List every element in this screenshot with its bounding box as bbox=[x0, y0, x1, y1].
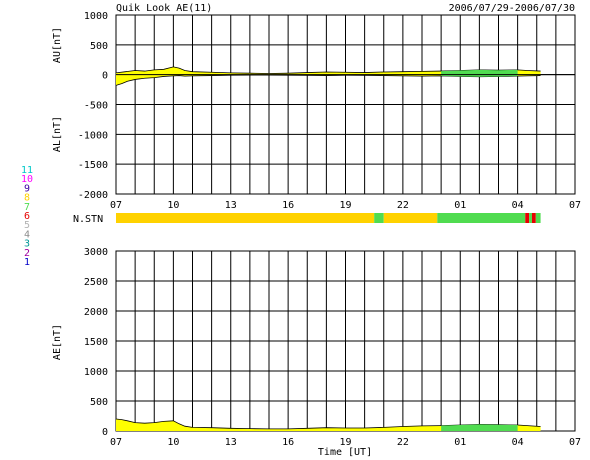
station-count-segment bbox=[535, 213, 541, 223]
au-al-x-tick-label: 19 bbox=[339, 200, 351, 211]
au-al-x-tick-label: 13 bbox=[225, 200, 237, 211]
legend-station-9: 9 bbox=[24, 183, 30, 194]
station-count-strip: N.STN bbox=[73, 213, 541, 225]
ae-grid bbox=[115, 250, 576, 432]
au-al-series-0-segment bbox=[441, 69, 518, 75]
au-al-series-0-line bbox=[115, 66, 541, 74]
au-al-x-tick-label: 16 bbox=[282, 200, 294, 211]
station-count-segment bbox=[116, 213, 375, 223]
au-axis-label: AU[nT] bbox=[52, 27, 63, 63]
chart-title: Quik Look AE(11) bbox=[116, 3, 212, 14]
au-al-x-tick-label: 07 bbox=[110, 200, 122, 211]
ae-axis-label: AE[nT] bbox=[52, 324, 63, 360]
ae-y-tick-label: 3000 bbox=[84, 247, 108, 258]
ae-y-tick-label: 2500 bbox=[84, 277, 108, 288]
station-count-segment bbox=[525, 213, 530, 223]
legend-station-4: 4 bbox=[24, 229, 30, 240]
ae-y-tick-label: 1000 bbox=[84, 367, 108, 378]
au-al-x-tick-label: 10 bbox=[167, 200, 179, 211]
au-al-series-1-segment bbox=[441, 74, 518, 77]
au-al-x-tick-label: 07 bbox=[569, 200, 581, 211]
ae-series-0-area bbox=[116, 419, 541, 431]
ae-x-tick-label: 01 bbox=[454, 437, 466, 448]
ae-x-tick-label: 13 bbox=[225, 437, 237, 448]
date-range: 2006/07/29-2006/07/30 bbox=[449, 3, 575, 14]
ae-series bbox=[115, 418, 541, 431]
au-al-x-tick-label: 22 bbox=[397, 200, 409, 211]
au-al-series bbox=[115, 66, 575, 86]
ae-x-tick-label: 04 bbox=[512, 437, 524, 448]
station-count-segment bbox=[437, 213, 526, 223]
legend-station-11: 11 bbox=[21, 165, 33, 176]
ae-x-tick-label: 07 bbox=[110, 437, 122, 448]
station-count-segment bbox=[531, 213, 536, 223]
ae-x-tick-label: 22 bbox=[397, 437, 409, 448]
au-al-y-ticks: 1000 500 0 -500 -1000 -1500 -2000 bbox=[78, 11, 108, 201]
station-count-segment bbox=[529, 213, 532, 223]
legend-station-8: 8 bbox=[24, 193, 30, 204]
au-al-panel: 1000 500 0 -500 -1000 -1500 -2000 07 10 13 16 19 22… bbox=[52, 11, 581, 211]
au-al-y-tick-label: 0 bbox=[102, 71, 108, 82]
ae-x-ticks: 07 10 13 16 19 22 01 04 07 bbox=[110, 437, 581, 448]
ae-y-ticks: 3000 2500 2000 1500 1000 500 0 bbox=[84, 247, 108, 438]
au-al-y-tick-label: -2000 bbox=[78, 190, 108, 201]
station-count-segment bbox=[383, 213, 438, 223]
legend-station-7: 7 bbox=[24, 202, 30, 213]
station-count-bar bbox=[116, 213, 541, 223]
legend-station-10: 10 bbox=[21, 174, 33, 185]
legend-station-2: 2 bbox=[24, 248, 30, 259]
ae-series-0-segment bbox=[441, 424, 518, 431]
ae-y-tick-label: 2000 bbox=[84, 307, 108, 318]
au-al-y-tick-label: 1000 bbox=[84, 11, 108, 22]
au-al-frame bbox=[115, 14, 576, 195]
au-al-y-tick-label: -1000 bbox=[78, 130, 108, 141]
ae-y-tick-label: 0 bbox=[102, 427, 108, 438]
au-al-x-tick-label: 04 bbox=[512, 200, 524, 211]
au-al-x-tick-label: 01 bbox=[454, 200, 466, 211]
legend-station-5: 5 bbox=[24, 220, 30, 231]
ae-x-tick-label: 16 bbox=[282, 437, 294, 448]
au-al-x-ticks: 07 10 13 16 19 22 01 04 07 bbox=[110, 200, 581, 211]
ae-y-tick-label: 1500 bbox=[84, 337, 108, 348]
legend-station-1: 1 bbox=[24, 257, 30, 268]
al-axis-label: AL[nT] bbox=[52, 116, 63, 152]
station-count-label: N.STN bbox=[73, 214, 103, 225]
legend-station-3: 3 bbox=[24, 239, 30, 250]
au-al-y-tick-label: -1500 bbox=[78, 160, 108, 171]
station-count-segment bbox=[374, 213, 384, 223]
ae-x-tick-label: 07 bbox=[569, 437, 581, 448]
au-al-series-1-line bbox=[115, 74, 541, 86]
ae-x-tick-label: 10 bbox=[167, 437, 179, 448]
legend-station-6: 6 bbox=[24, 211, 30, 222]
ae-series-0-line bbox=[115, 418, 541, 430]
au-al-grid bbox=[115, 14, 576, 195]
ae-x-tick-label: 19 bbox=[339, 437, 351, 448]
x-axis-label: Time [UT] bbox=[318, 447, 372, 458]
ae-y-tick-label: 500 bbox=[90, 397, 108, 408]
au-al-y-tick-label: -500 bbox=[84, 101, 108, 112]
au-al-y-tick-label: 500 bbox=[90, 41, 108, 52]
